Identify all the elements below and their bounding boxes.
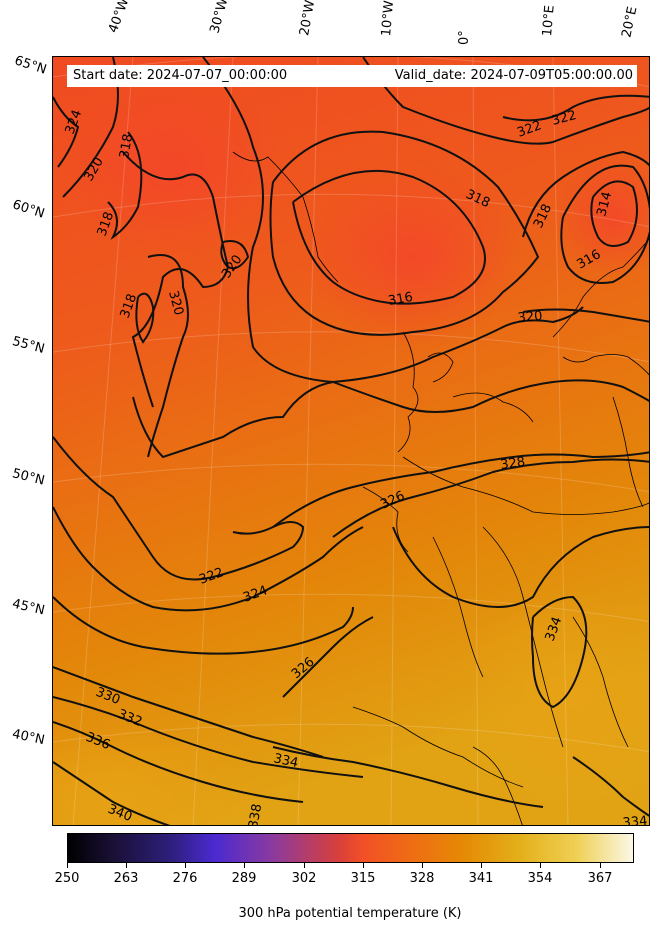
colorbar-tickmark (481, 863, 482, 868)
contour-320-loop (220, 240, 250, 270)
contour-label: 320 (517, 309, 543, 326)
colorbar-tickmark (600, 863, 601, 868)
contour-318-east (522, 150, 649, 238)
contour-318-west (107, 131, 143, 240)
colorbar-tickmark (422, 863, 423, 868)
colorbar-tick-label: 276 (172, 871, 198, 886)
contour-label: 316 (387, 290, 414, 309)
colorbar-tickmark (363, 863, 364, 868)
lat-label-45n: 45°N (10, 596, 47, 619)
colorbar-tick-label: 328 (409, 871, 435, 886)
contour-324-nw (53, 96, 80, 168)
lon-label-20w: 20°W (297, 0, 319, 38)
contour-332-east (392, 526, 649, 608)
lon-label-10e: 10°E (540, 4, 558, 38)
contour-316-atlantic (292, 169, 486, 305)
contour-322-mid (132, 379, 649, 459)
contour-label-group: 324 318 320 318 320 320 318 316 318 322 … (63, 108, 648, 826)
contour-324-west (53, 506, 364, 612)
lon-label-0: 0° (457, 30, 472, 45)
colorbar-tick-label: 354 (527, 871, 553, 886)
contour-334-southeast (572, 756, 649, 817)
date-banner: Start date: 2024-07-07_00:00:00 Valid_da… (67, 65, 637, 87)
lon-label-40w: 40°W (105, 0, 133, 35)
contour-318-loop (135, 292, 155, 344)
lon-label-10w: 10°W (379, 0, 398, 38)
colorbar-tickmark (126, 863, 127, 868)
contour-336 (53, 721, 304, 803)
colorbar-tickmark (304, 863, 305, 868)
contour-label: 334 (622, 814, 648, 826)
cold-pool-north-atlantic (303, 167, 523, 347)
contour-318-atlantic (269, 130, 540, 336)
colorbar-tick-label: 289 (231, 871, 257, 886)
contour-328-mid (332, 458, 649, 538)
contour-label: 314 (594, 190, 615, 218)
contour-320-central (147, 254, 189, 458)
colorbar-tick-label: 315 (350, 871, 376, 886)
contour-322-north (362, 57, 649, 145)
contour-316-low (560, 164, 649, 284)
warm-area-mediterranean (453, 587, 649, 807)
contour-label: 334 (272, 751, 299, 771)
lat-label-60n: 60°N (10, 197, 47, 222)
lon-label-30w: 30°W (207, 0, 232, 35)
contour-322-west (53, 436, 305, 581)
contour-318-central (122, 151, 230, 408)
contour-326-southwest (53, 596, 354, 655)
contour-314-low (590, 180, 638, 247)
contour-label: 318 (117, 133, 136, 160)
contour-326-mid (272, 451, 649, 528)
cold-pool-scandinavia (553, 157, 649, 277)
colorbar-tick-label: 250 (54, 871, 80, 886)
colorbar-tickmark (185, 863, 186, 868)
contour-320-atlantic (202, 57, 584, 384)
colorbar (67, 833, 634, 863)
contour-332 (53, 696, 364, 778)
colorbar-tick-label: 367 (587, 871, 613, 886)
map-canvas: 324 318 320 318 320 320 318 316 318 322 … (53, 57, 649, 826)
contour-326-south (282, 616, 374, 698)
cold-pool-northwest (63, 77, 283, 257)
contour-label: 322 (550, 108, 578, 129)
lat-label-55n: 55°N (10, 334, 47, 357)
colorbar-tick-label: 341 (468, 871, 494, 886)
contour-label: 320 (165, 289, 186, 317)
lon-label-20e: 20°E (619, 5, 641, 40)
colorbar-tickmark (540, 863, 541, 868)
contour-label: 338 (246, 803, 265, 826)
contour-340 (53, 761, 171, 825)
warm-area-southwest (53, 727, 253, 825)
valid-date-text: Valid_date: 2024-07-09T05:00:00.00 (394, 68, 633, 83)
contour-330 (53, 666, 324, 758)
colorbar-tick-label: 302 (291, 871, 317, 886)
colorbar-tickmark (67, 863, 68, 868)
contour-334-south (272, 746, 544, 808)
lat-label-65n: 65°N (12, 53, 49, 78)
start-date-text: Start date: 2024-07-07_00:00:00 (73, 68, 288, 83)
map-panel: 324 318 320 318 320 320 318 316 318 322 … (52, 56, 650, 826)
contour-334-east (531, 595, 588, 709)
colorbar-tick-label: 263 (113, 871, 139, 886)
colorbar-label: 300 hPa potential temperature (K) (238, 906, 462, 921)
contour-322-east (502, 94, 649, 122)
lat-label-40n: 40°N (10, 726, 46, 749)
lat-label-50n: 50°N (10, 466, 47, 489)
colorbar-tickmark (244, 863, 245, 868)
contour-label: 328 (499, 455, 526, 473)
contour-320-east (522, 308, 649, 323)
